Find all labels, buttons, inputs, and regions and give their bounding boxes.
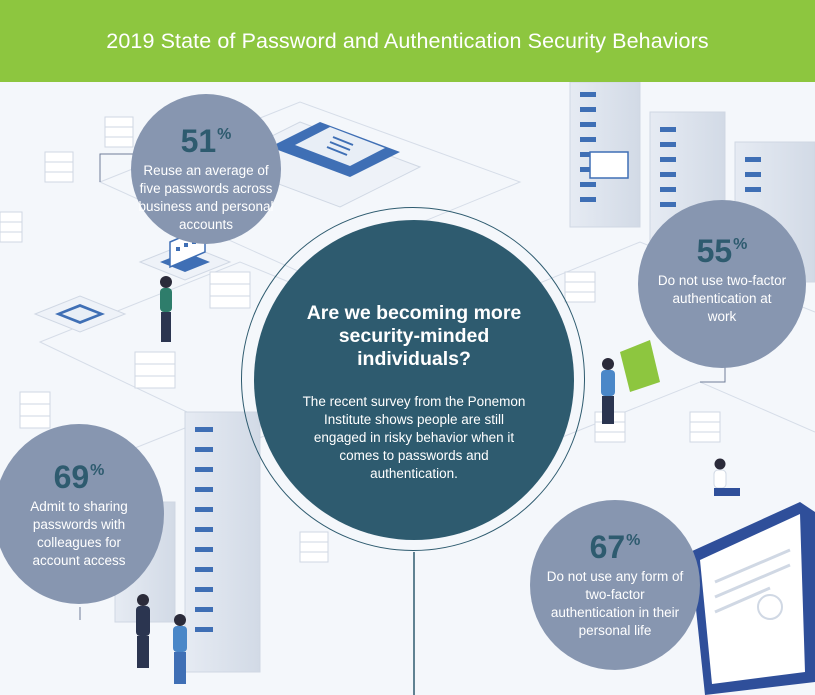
stat-description: Admit to sharing passwords with colleagu… bbox=[30, 499, 128, 568]
stat-number: 55% bbox=[697, 228, 748, 268]
stat-unit: % bbox=[733, 236, 748, 253]
person-icon bbox=[160, 276, 172, 342]
stat-circle-55: 55% Do not use two-factor authentication… bbox=[638, 200, 806, 368]
center-ring bbox=[241, 207, 585, 551]
laptop-icon bbox=[690, 502, 815, 695]
stat-unit: % bbox=[217, 126, 232, 143]
stat-description: Do not use any form of two-factor authen… bbox=[546, 569, 684, 638]
stat-circle-69: 69% Admit to sharing passwords with coll… bbox=[0, 424, 164, 604]
center-circle: Are we becoming more security-minded ind… bbox=[254, 220, 574, 540]
illustration-area: 51% Reuse an average of five passwords a… bbox=[0, 82, 815, 695]
stat-description: Reuse an average of five passwords acros… bbox=[138, 163, 274, 232]
stat-number: 67% bbox=[590, 524, 641, 564]
stat-value: 55 bbox=[696, 233, 733, 269]
server-rack-icon bbox=[0, 116, 721, 563]
stat-circle-51: 51% Reuse an average of five passwords a… bbox=[131, 94, 281, 244]
center-body: The recent survey from the Ponemon Insti… bbox=[302, 394, 526, 481]
stat-value: 69 bbox=[53, 459, 90, 495]
network-chip-icon bbox=[33, 243, 232, 333]
stat-circle-67: 67% Do not use any form of two-factor au… bbox=[530, 500, 700, 670]
stat-unit: % bbox=[626, 532, 641, 549]
stat-number: 51% bbox=[181, 118, 232, 158]
stat-number: 69% bbox=[54, 454, 105, 494]
person-icon bbox=[601, 340, 660, 424]
person-icon bbox=[136, 594, 187, 684]
stat-unit: % bbox=[90, 462, 105, 479]
stat-value: 67 bbox=[589, 529, 626, 565]
person-icon bbox=[713, 458, 740, 496]
stat-value: 51 bbox=[180, 123, 217, 159]
header-banner: 2019 State of Password and Authenticatio… bbox=[0, 0, 815, 82]
center-heading: Are we becoming more security-minded ind… bbox=[306, 302, 522, 370]
page-title: 2019 State of Password and Authenticatio… bbox=[106, 28, 709, 53]
stat-description: Do not use two-factor authentication at … bbox=[657, 273, 787, 324]
